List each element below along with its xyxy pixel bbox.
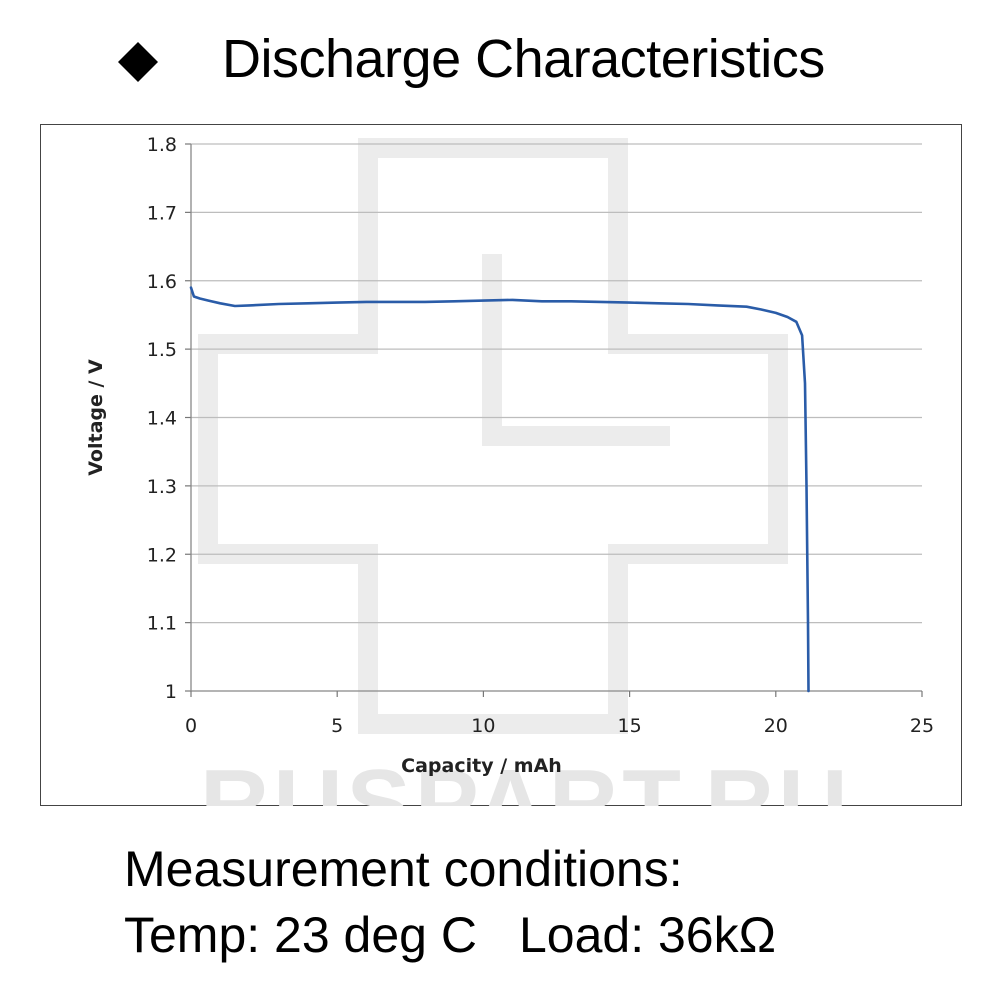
y-tick-label: 1.3 — [147, 476, 177, 498]
discharge-chart: RUSPART.RU 1 1.1 1.2 1.3 1.4 1.5 1.6 1.7 1.8 0 5 1… — [85, 134, 934, 806]
y-tick-label: 1.1 — [147, 613, 177, 635]
grid-lines — [191, 143, 922, 624]
x-tick-label: 10 — [471, 715, 495, 737]
chart-frame — [40, 124, 962, 806]
conditions-heading: Measurement conditions: — [124, 841, 683, 897]
y-tick-label: 1.5 — [147, 339, 177, 361]
x-axis-title: Capacity / mAh — [401, 755, 562, 777]
load-value: Load: 36kΩ — [518, 907, 776, 963]
measurement-conditions: Measurement conditions: Temp: 23 deg C Lo… — [124, 836, 776, 968]
x-tick-label: 5 — [331, 715, 343, 737]
watermark-inner-icon — [482, 254, 670, 446]
heading: Discharge Characteristics — [0, 22, 1000, 102]
temperature-value: Temp: 23 deg C — [124, 907, 477, 963]
black-diamond-icon — [118, 42, 158, 82]
watermark-text: RUSPART.RU — [200, 750, 852, 806]
series-layer — [189, 286, 810, 693]
conditions-values: Temp: 23 deg C Load: 36kΩ — [124, 902, 776, 968]
y-tick-label: 1.6 — [147, 271, 177, 293]
page-title: Discharge Characteristics — [222, 29, 825, 89]
watermark-cross-icon — [198, 138, 788, 734]
y-axis-title: Voltage / V — [85, 359, 107, 476]
y-tick-label: 1.2 — [147, 544, 177, 566]
x-tick-label: 15 — [618, 715, 642, 737]
axes — [185, 143, 923, 697]
x-tick-labels: 0 5 10 15 20 25 — [185, 715, 934, 737]
y-tick-label: 1.7 — [147, 202, 177, 224]
x-tick-label: 20 — [764, 715, 788, 737]
x-tick-label: 25 — [910, 715, 934, 737]
y-tick-label: 1 — [165, 681, 177, 703]
watermark-logo: RUSPART.RU — [198, 138, 852, 806]
x-tick-label: 0 — [185, 715, 197, 737]
series-line-0 — [189, 286, 810, 693]
y-tick-labels: 1 1.1 1.2 1.3 1.4 1.5 1.6 1.7 1.8 — [147, 134, 177, 703]
y-tick-label: 1.8 — [147, 134, 177, 156]
y-tick-label: 1.4 — [147, 408, 177, 430]
